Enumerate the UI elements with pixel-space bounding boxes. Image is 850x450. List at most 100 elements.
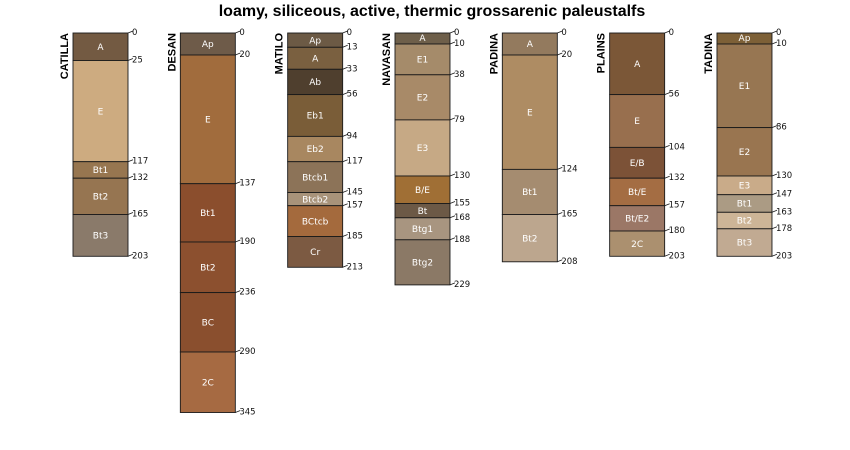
depth-tick (557, 259, 563, 263)
depth-tick (449, 201, 456, 204)
depth-tick (127, 212, 134, 215)
depth-tick (771, 226, 778, 230)
depth-label: 38 (454, 70, 465, 80)
depth-label: 10 (454, 39, 465, 49)
depth-label: 132 (669, 173, 685, 183)
horizon-label: Bt/E (628, 188, 647, 198)
depth-tick (449, 41, 456, 45)
depth-tick (235, 239, 241, 243)
depth-label: 188 (454, 235, 470, 245)
horizon-label: 2C (631, 240, 643, 250)
depth-label: 0 (239, 28, 244, 38)
horizon-label: A (527, 40, 534, 50)
depth-label: 56 (669, 90, 680, 100)
horizon-bc (179, 292, 236, 353)
profile-name: NAVASAN (381, 33, 393, 86)
depth-label: 25 (132, 56, 143, 66)
horizon-label: E2 (739, 148, 750, 158)
horizon-label: E (634, 117, 640, 127)
depth-label: 203 (132, 251, 148, 261)
profile-desan: DESAN Ap E Bt1 Bt2 BC 2C 0 20 137 190 236 290 345 (166, 28, 255, 418)
depth-tick (557, 52, 563, 56)
profile-name: MATILO (274, 33, 286, 75)
depth-tick (771, 125, 778, 128)
depth-label: 117 (132, 157, 148, 167)
depth-label: 168 (454, 213, 470, 223)
horizon-e1 (716, 43, 773, 129)
horizon-e3 (394, 119, 451, 177)
depth-tick (664, 145, 670, 148)
depth-tick (557, 167, 563, 170)
depth-tick (342, 159, 348, 163)
depth-label: 117 (347, 157, 363, 167)
depth-tick (235, 410, 241, 413)
depth-tick (342, 234, 348, 237)
depth-tick (342, 134, 348, 137)
horizon-bt-e2 (609, 205, 666, 232)
depth-label: 180 (669, 226, 685, 236)
depth-tick (449, 282, 456, 286)
depth-tick (127, 253, 134, 257)
horizon-label: Cr (310, 248, 320, 258)
horizon-label: Bt (418, 207, 428, 217)
horizon-label: E/B (630, 159, 645, 169)
depth-label: 208 (561, 257, 577, 267)
horizon-label: Bt1 (522, 188, 537, 198)
horizon-label: Btg2 (412, 259, 433, 269)
horizon-bctcb (287, 205, 344, 237)
depth-tick (449, 72, 456, 76)
profile-padina: PADINA A E Bt1 Bt2 0 20 124 165 208 (488, 28, 577, 267)
depth-tick (235, 290, 241, 293)
depth-tick (127, 30, 134, 34)
horizon-bt3 (716, 228, 773, 257)
depth-tick (771, 173, 778, 177)
depth-tick (449, 30, 456, 34)
horizon-label: E1 (417, 56, 428, 66)
depth-label: 213 (347, 262, 363, 272)
depth-tick (235, 30, 241, 34)
horizon-label: Bt2 (93, 193, 108, 203)
depth-tick (342, 92, 348, 95)
depth-label: 145 (347, 188, 363, 198)
depth-label: 0 (776, 28, 781, 38)
horizon-label: Eb1 (307, 112, 324, 122)
depth-label: 157 (347, 201, 363, 211)
horizon-label: E (527, 108, 533, 118)
depth-label: 203 (669, 251, 685, 261)
depth-tick (449, 173, 456, 177)
depth-tick (664, 30, 670, 34)
depth-tick (127, 175, 134, 179)
depth-label: 236 (239, 288, 255, 298)
depth-label: 130 (776, 171, 792, 181)
depth-label: 229 (454, 280, 470, 290)
depth-tick (771, 253, 778, 257)
horizon-label: Ab (309, 78, 321, 88)
depth-tick (557, 212, 563, 215)
depth-label: 130 (454, 171, 470, 181)
horizon-bt2 (179, 241, 236, 294)
horizon-e-b (609, 146, 666, 179)
profile-plains: PLAINS A E E/B Bt/E Bt/E2 2C 0 56 104 132 157 180 203 (596, 28, 685, 261)
horizon-label: A (97, 43, 104, 53)
depth-label: 290 (239, 347, 255, 357)
depth-label: 13 (347, 42, 358, 52)
horizon-label: Bt3 (737, 239, 752, 249)
horizon-label: Bt1 (93, 166, 108, 176)
depth-tick (664, 228, 670, 232)
depth-tick (127, 58, 134, 61)
horizon-a (72, 32, 129, 61)
depth-tick (664, 253, 670, 257)
depth-tick (449, 215, 456, 219)
depth-tick (342, 264, 348, 268)
depth-label: 165 (561, 210, 577, 220)
horizon-label: Eb2 (307, 145, 324, 155)
horizon-cr (287, 236, 344, 268)
horizon-label: A (634, 60, 641, 70)
profile-name: DESAN (166, 33, 178, 72)
depth-tick (664, 203, 670, 207)
horizon-bt2 (72, 177, 129, 215)
depth-tick (342, 66, 348, 70)
horizon-label: A (419, 34, 426, 44)
depth-tick (449, 117, 456, 121)
horizon-label: Bt2 (737, 217, 752, 227)
